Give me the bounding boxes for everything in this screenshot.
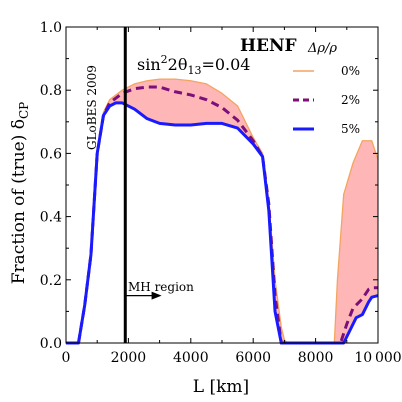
legend-label-5: 5% [341,122,360,136]
plot-frame [65,26,379,344]
y-tick-label: 0.8 [40,83,62,99]
fill-layer [66,79,378,343]
y-tick-label: 0.2 [40,273,62,289]
x-tick-label: 6000 [235,350,271,366]
legend-label-2: 2% [341,93,360,107]
chart-title: HENF [240,36,297,56]
x-tick-label: 4000 [173,350,209,366]
ticks-layer: 0 2000 4000 6000 8000 10 000 0.0 0.2 0.4 0.6 0.8 1.… [40,20,402,366]
globes-annotation: GLoBES 2009 [85,65,99,150]
x-axis-label: L [km] [193,377,249,397]
series-line-2pct [66,85,378,345]
theta-annotation: sin22θ13=0.04 [137,53,250,77]
y-tick-label: 0.0 [40,336,62,352]
y-axis-label: Fraction of (true) δCP [9,102,31,285]
y-tick-label: 0.4 [40,210,62,226]
legend-title: Δρ/ρ [307,41,337,56]
x-tick-label: 2000 [111,350,147,366]
mh-region-label: MH region [128,280,194,294]
y-tick-label: 1.0 [40,20,62,36]
series-line-5pct [66,101,379,345]
y-tick-label: 0.6 [40,146,62,162]
x-tick-label: 10 000 [354,350,401,366]
mh-region-arrowhead [151,291,162,300]
x-tick-label: 8000 [298,350,334,366]
line-layer [66,78,379,345]
x-tick-label: 0 [62,350,71,366]
shaded-region [66,79,378,343]
legend: Δρ/ρ 0% 2% 5% [293,41,360,136]
legend-label-0: 0% [341,64,360,78]
series-line-0pct [66,78,379,344]
